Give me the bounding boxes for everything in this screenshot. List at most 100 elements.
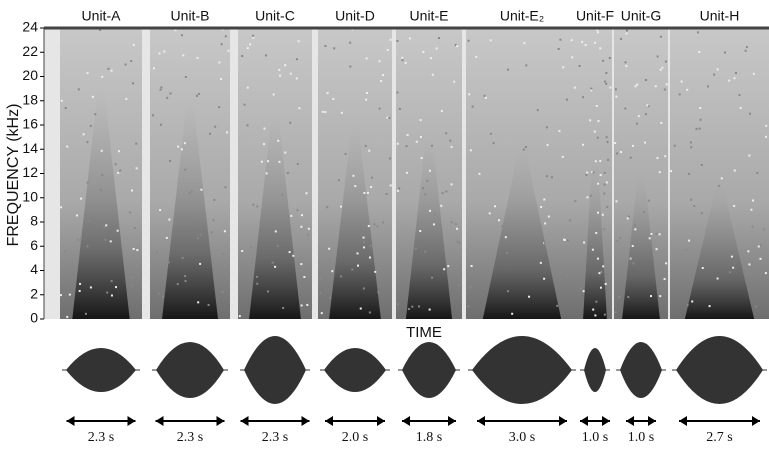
- speckle: [524, 226, 527, 229]
- speckle: [337, 179, 340, 182]
- speckle: [222, 252, 225, 255]
- speckle: [470, 265, 473, 268]
- speckle: [445, 190, 448, 193]
- speckle: [670, 170, 673, 173]
- speckle: [695, 127, 698, 130]
- speckle: [99, 28, 102, 31]
- speckle: [354, 185, 357, 188]
- speckle: [389, 184, 392, 187]
- speckle: [601, 213, 604, 216]
- speckle: [616, 152, 619, 155]
- speckle: [619, 236, 622, 239]
- speckle: [297, 40, 300, 43]
- speckle: [543, 277, 546, 280]
- y-tick-label: 8: [30, 213, 38, 229]
- speckle: [319, 291, 322, 294]
- speckle: [467, 39, 470, 42]
- speckle: [634, 228, 637, 231]
- y-tick-label: 22: [22, 43, 38, 59]
- speckle: [60, 99, 63, 102]
- speckle: [256, 282, 259, 285]
- speckle: [368, 311, 371, 314]
- speckle: [357, 264, 360, 267]
- speckle: [297, 262, 300, 265]
- speckle: [288, 251, 291, 254]
- speckle: [101, 75, 104, 78]
- speckle: [422, 50, 425, 53]
- speckle: [437, 37, 440, 40]
- speckle: [132, 82, 135, 85]
- speckle: [439, 224, 442, 227]
- speckle: [80, 197, 83, 200]
- speckle: [77, 88, 80, 91]
- speckle: [300, 304, 303, 307]
- speckle: [370, 185, 373, 188]
- speckle: [220, 43, 223, 46]
- speckle: [599, 160, 602, 163]
- speckle: [130, 276, 133, 279]
- speckle: [181, 256, 184, 259]
- speckle: [352, 174, 355, 177]
- speckle: [243, 103, 246, 106]
- speckle: [430, 144, 433, 147]
- speckle: [664, 155, 667, 158]
- speckle: [386, 48, 389, 51]
- speckle: [250, 246, 253, 249]
- speckle: [760, 243, 763, 246]
- speckle: [752, 199, 755, 202]
- speckle: [321, 110, 324, 113]
- speckle: [614, 142, 617, 145]
- speckle: [484, 96, 487, 99]
- speckle: [592, 308, 595, 311]
- unit-label: Unit-G: [621, 8, 661, 24]
- speckle: [136, 249, 139, 252]
- speckle: [504, 236, 507, 239]
- speckle: [199, 262, 202, 265]
- speckle: [468, 93, 471, 96]
- speckle: [600, 270, 603, 273]
- speckle: [659, 35, 662, 38]
- speckle: [597, 211, 600, 214]
- speckle: [249, 272, 252, 275]
- speckle: [650, 295, 653, 298]
- speckle: [388, 116, 391, 119]
- speckle: [167, 261, 170, 264]
- speckle: [655, 232, 658, 235]
- speckle: [659, 295, 662, 298]
- speckle: [591, 248, 594, 251]
- speckle: [163, 50, 166, 53]
- speckle: [561, 155, 564, 158]
- speckle: [599, 286, 602, 289]
- duration-label: 3.0 s: [509, 430, 535, 445]
- speckle: [544, 222, 547, 225]
- speckle: [697, 31, 700, 34]
- speckle: [690, 198, 693, 201]
- y-tick-label: 4: [30, 261, 38, 277]
- speckle: [319, 277, 322, 280]
- speckle: [292, 254, 295, 257]
- speckle: [603, 228, 606, 231]
- speckle: [655, 248, 658, 251]
- speckle: [546, 143, 549, 146]
- speckle: [443, 268, 446, 271]
- speckle: [289, 72, 292, 75]
- y-tick-label: 12: [22, 164, 38, 180]
- speckle: [246, 47, 249, 50]
- speckle: [592, 171, 595, 174]
- speckle: [405, 145, 408, 148]
- unit-label: Unit-A: [82, 8, 122, 24]
- speckle: [644, 113, 647, 116]
- speckle: [456, 45, 459, 48]
- speckle: [249, 43, 252, 46]
- x-axis-label: TIME: [406, 324, 442, 341]
- arrow-head: [580, 416, 610, 426]
- speckle: [431, 276, 434, 279]
- speckle: [599, 174, 602, 177]
- speckle: [700, 163, 703, 166]
- speckle: [284, 151, 287, 154]
- speckle: [618, 295, 621, 298]
- speckle: [661, 66, 664, 69]
- speckle: [331, 270, 334, 273]
- speckle: [580, 271, 583, 274]
- speckle: [718, 184, 721, 187]
